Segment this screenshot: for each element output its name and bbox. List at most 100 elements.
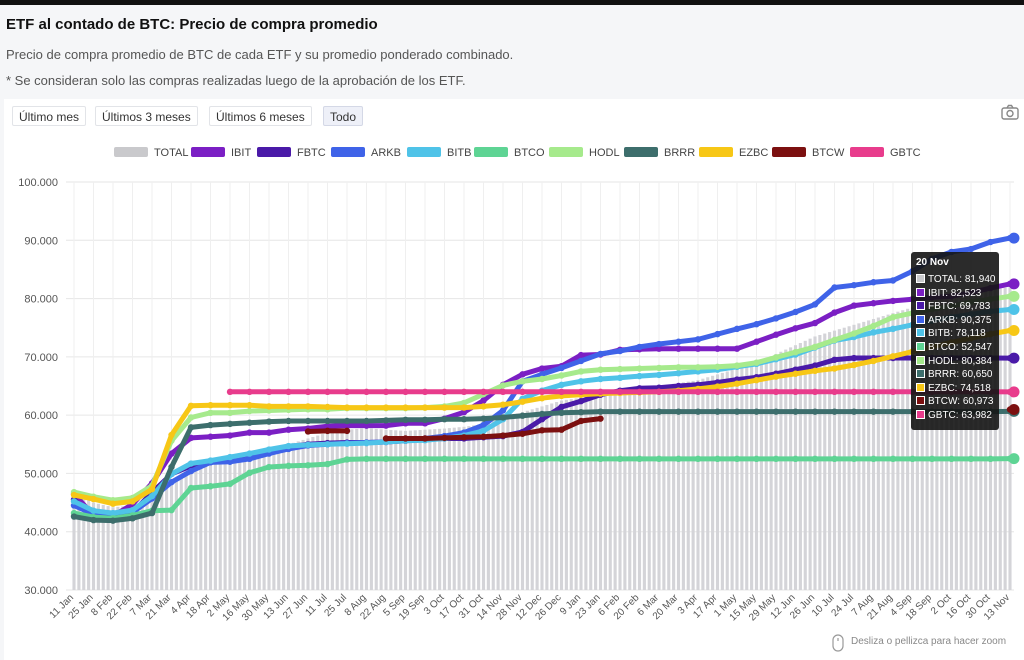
tooltip-label: BRRR: 60,650	[928, 369, 993, 381]
series-brrr-point	[441, 416, 448, 423]
tooltip-swatch	[916, 301, 925, 311]
legend-label-ezbc: EZBC	[739, 147, 768, 159]
series-bitb-point	[304, 441, 312, 449]
series-brrr-point	[90, 516, 97, 524]
bar-total	[457, 427, 461, 590]
legend-label-fbtc: FBTC	[297, 147, 326, 159]
bar-total	[355, 428, 359, 590]
bar-total	[204, 461, 208, 590]
series-fbtc-point	[538, 416, 546, 423]
camera-icon[interactable]	[1001, 104, 1019, 120]
series-ezbc-point	[90, 495, 97, 503]
series-btco-point	[304, 462, 312, 469]
range-button-last-month[interactable]: Último mes	[12, 106, 87, 126]
series-fbtc-point	[811, 362, 819, 369]
series-gbtc-point	[265, 388, 273, 396]
tooltip-label: HODL: 80,384	[928, 355, 992, 367]
bar-total	[998, 288, 1002, 590]
bar-total	[72, 493, 76, 590]
bar-total	[730, 369, 734, 590]
range-button-last-3-months[interactable]: Últimos 3 meses	[95, 106, 198, 126]
series-brrr-point	[265, 418, 273, 425]
series-fbtc-point	[675, 382, 682, 390]
y-tick-label: 40.000	[24, 527, 58, 539]
bar-total	[715, 374, 720, 590]
bar-total	[423, 429, 427, 590]
bar-total	[472, 425, 476, 590]
bar-total	[925, 302, 929, 590]
bar-total	[511, 415, 515, 590]
bar-total	[223, 456, 227, 590]
chart-tooltip: 20 Nov TOTAL: 81,940 IBIT: 82,523 FBTC: 69…	[911, 252, 999, 430]
series-bitb-point	[675, 369, 682, 377]
series-brrr-point	[324, 417, 331, 425]
bar-total	[818, 335, 822, 590]
bar-total	[394, 430, 398, 590]
bar-total	[735, 368, 739, 590]
series-gbtc-point	[324, 388, 331, 396]
tooltip-swatch	[916, 328, 925, 338]
bar-total	[496, 419, 500, 590]
series-btco-point	[772, 455, 780, 463]
bar-total	[438, 428, 442, 590]
legend-label-ibit: IBIT	[231, 147, 251, 159]
series-btcw-point	[577, 417, 585, 425]
bar-total	[896, 311, 900, 590]
range-button-all[interactable]: Todo	[323, 106, 364, 126]
legend-label-brrr: BRRR	[664, 147, 695, 159]
bar-total	[696, 380, 700, 590]
series-gbtc-point	[363, 388, 370, 396]
series-bitb-point	[148, 492, 156, 500]
bar-total	[940, 298, 944, 590]
y-tick-label: 100.000	[18, 177, 58, 189]
series-btco-point	[597, 455, 604, 463]
tooltip-swatch	[916, 409, 925, 419]
bar-total	[506, 416, 510, 590]
series-arkb-point	[226, 458, 234, 465]
bar-total	[179, 474, 183, 590]
series-gbtc-point	[753, 388, 760, 396]
series-arkb-point	[168, 478, 175, 486]
series-ezbc-point	[363, 404, 370, 411]
series-bitb-point	[265, 446, 273, 453]
bar-total	[335, 431, 339, 590]
series-fbtc-point	[850, 354, 858, 362]
legend-swatch-gbtc	[850, 147, 884, 157]
bar-total	[964, 293, 968, 590]
bar-total	[101, 504, 105, 590]
legend-swatch-bitb	[407, 147, 441, 157]
series-ezbc-point	[265, 403, 273, 410]
series-brrr-point	[675, 408, 682, 415]
series-brrr-point	[109, 517, 117, 524]
series-brrr-point	[168, 463, 175, 471]
x-tick-label: 24 Jul	[829, 592, 856, 619]
series-ibit-point	[753, 338, 760, 345]
y-tick-label: 30.000	[24, 585, 58, 597]
bar-total	[764, 358, 768, 590]
bar-total	[126, 505, 130, 590]
bar-total	[876, 317, 880, 590]
bar-total	[87, 500, 91, 590]
series-brrr-point	[382, 417, 390, 424]
series-gbtc-point	[499, 388, 507, 396]
series-ezbc-highlight-point	[1008, 325, 1020, 337]
series-ibit-point	[714, 345, 721, 352]
series-bitb-point	[597, 375, 604, 383]
series-ezbc-point	[168, 431, 175, 439]
bar-total	[520, 412, 525, 590]
series-hodl-point	[636, 365, 643, 372]
series-bitb-point	[480, 427, 487, 435]
bar-total	[247, 453, 252, 590]
series-hodl-point	[226, 409, 234, 417]
range-button-last-6-months[interactable]: Últimos 6 meses	[209, 106, 312, 126]
bar-total	[530, 409, 534, 590]
series-brrr-point	[480, 415, 487, 422]
series-brrr-point	[187, 424, 195, 431]
series-btcw-point	[558, 426, 565, 433]
tooltip-swatch	[916, 396, 925, 406]
series-hodl-point	[870, 322, 877, 330]
series-hodl-point	[597, 366, 604, 373]
bar-total	[862, 321, 866, 590]
series-bitb-point	[343, 440, 351, 447]
